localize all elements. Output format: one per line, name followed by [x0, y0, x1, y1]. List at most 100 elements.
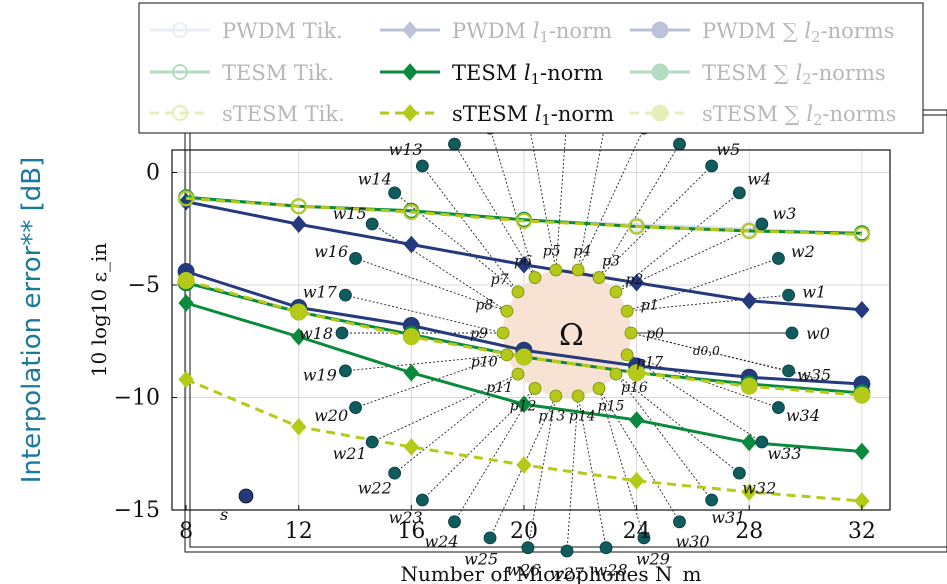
data-point	[178, 190, 195, 207]
w-marker	[521, 541, 535, 555]
p-label: p15	[598, 399, 625, 415]
legend-swatch-marker	[402, 63, 418, 81]
w-label: w30	[675, 532, 709, 551]
legend-label: TESM l1-norm	[452, 61, 603, 88]
series-7	[178, 370, 870, 510]
omega-region	[503, 269, 631, 397]
w-p-link	[527, 395, 557, 548]
series-6	[178, 190, 870, 243]
legend-label: sTESM ∑ l2-norms	[702, 102, 896, 129]
series-8	[177, 272, 871, 404]
w-marker	[782, 288, 795, 302]
p-marker	[620, 348, 634, 362]
data-point	[515, 348, 533, 366]
legend-swatch-marker	[402, 21, 418, 39]
data-point	[178, 370, 194, 389]
w-label: w32	[742, 478, 776, 497]
w-p-link	[345, 354, 507, 372]
distance-label: d0,0	[693, 344, 720, 358]
w-marker	[335, 326, 349, 340]
legend-item: sTESM Tik.	[150, 102, 345, 126]
p-marker	[511, 367, 525, 381]
source-label: s	[220, 505, 228, 524]
legend-swatch-marker	[651, 21, 669, 39]
x-tick-label: 20	[510, 519, 538, 544]
w-label: w19	[303, 366, 337, 385]
data-point	[290, 198, 307, 215]
w-label: w22	[358, 478, 392, 497]
legend-item: TESM Tik.	[150, 61, 334, 85]
w-p-link	[627, 294, 789, 312]
w-p-link	[598, 165, 712, 278]
data-point	[516, 255, 532, 274]
source-marker	[238, 488, 254, 504]
w-p-link	[626, 258, 779, 312]
p-marker	[549, 263, 563, 277]
data-point	[741, 291, 757, 310]
legend-item: PWDM Tik.	[150, 19, 343, 43]
p-label: p1	[641, 297, 659, 313]
w-label: w0	[806, 324, 830, 343]
p-label: p7	[491, 272, 509, 288]
legend-label: TESM Tik.	[222, 61, 334, 85]
y-axis-label: 10 log10 ε_in	[87, 243, 111, 378]
p-label: p13	[538, 409, 565, 425]
x-axis-label: Number of Microphones N_m	[401, 562, 702, 584]
w-label: w15	[333, 204, 367, 223]
p-label: p0	[646, 326, 664, 342]
w-marker	[388, 466, 402, 480]
outer-y-label: Interpolation error** [dB]	[17, 157, 47, 484]
legend-label: sTESM l1-norm	[452, 102, 614, 129]
x-tick-label: 32	[848, 519, 876, 544]
data-point	[628, 411, 645, 429]
w-marker	[673, 137, 686, 151]
p-marker	[549, 389, 563, 403]
w-marker	[365, 435, 379, 449]
w-p-link	[615, 223, 763, 293]
legend-label: PWDM Tik.	[222, 19, 343, 43]
legend-swatch-marker	[402, 104, 418, 122]
w-label: w31	[711, 508, 745, 527]
x-tick-label: 24	[623, 519, 651, 544]
data-point	[741, 483, 757, 501]
legend-swatch-marker	[172, 64, 188, 80]
legend: PWDM Tik. PWDM l1-norm PWDM ∑ l2-norms TESM…	[138, 2, 924, 134]
w-label: w35	[797, 366, 831, 385]
p-marker	[592, 382, 606, 395]
w-label: w2	[791, 242, 815, 261]
legend-label: TESM ∑ l2-norms	[702, 61, 886, 88]
p-marker	[496, 326, 510, 340]
p-marker	[528, 382, 542, 395]
w-label: w17	[303, 282, 338, 301]
legend-swatch-marker	[172, 22, 188, 38]
w-marker	[637, 531, 651, 545]
w-p-link	[626, 354, 763, 443]
w-label: w23	[389, 508, 423, 527]
w-p-link	[454, 388, 536, 523]
data-point	[291, 327, 307, 346]
w-marker	[782, 364, 795, 378]
w-label: w14	[358, 170, 392, 189]
p-marker	[511, 285, 525, 299]
w-p-link	[454, 143, 536, 278]
w-marker	[339, 364, 352, 378]
data-point	[741, 433, 757, 452]
x-tick-label: 16	[397, 519, 425, 544]
p-label: p16	[621, 380, 648, 396]
legend-box	[138, 2, 924, 134]
data-point	[854, 442, 870, 461]
w-p-link	[422, 388, 536, 501]
w-marker	[772, 252, 785, 265]
p-label: p12	[510, 399, 537, 415]
w-marker	[599, 541, 613, 555]
w-p-link	[577, 395, 607, 548]
legend-item: PWDM ∑ l2-norms	[630, 19, 894, 46]
w-label: w29	[636, 550, 670, 569]
w-p-link	[598, 143, 680, 278]
legend-swatch-marker	[172, 105, 188, 121]
w-p-link	[355, 354, 508, 408]
legend-label: sTESM Tik.	[222, 102, 345, 126]
p-label: p14	[569, 409, 596, 425]
plot-frame	[171, 149, 891, 511]
